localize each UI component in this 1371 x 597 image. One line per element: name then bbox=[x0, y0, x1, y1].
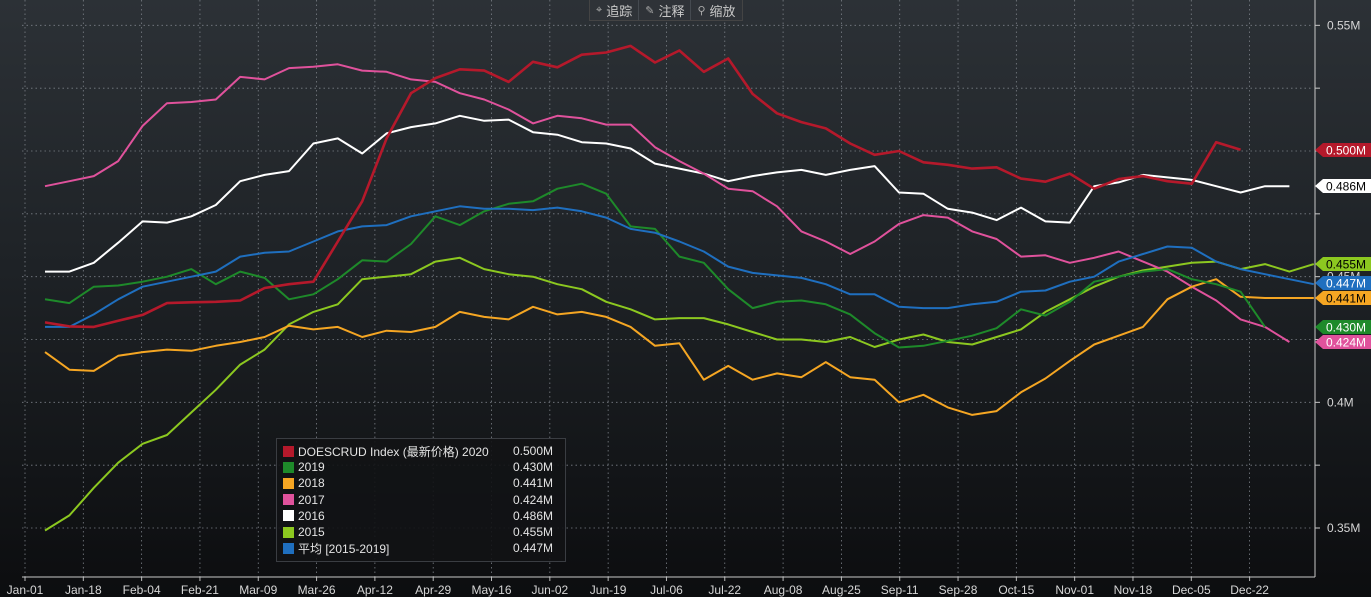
series-line bbox=[44, 44, 1241, 329]
x-tick-label: Jul-22 bbox=[708, 583, 741, 597]
last-value-badges: 0.500M 0.430M 0.441M 0.424M 0.486M 0.455M 0.44… bbox=[1315, 143, 1371, 350]
series-line bbox=[45, 205, 1315, 328]
x-tick-label: Jul-06 bbox=[650, 583, 683, 597]
last-value-badge bbox=[1315, 291, 1371, 305]
zoom-button[interactable]: ⚲ 缩放 bbox=[691, 0, 741, 20]
series-line bbox=[44, 63, 1290, 343]
last-value-badge bbox=[1315, 257, 1371, 271]
legend-entry: 平均 [2015-2019] 0.447M bbox=[283, 540, 559, 556]
legend-label: DOESCRUD Index (最新价格) 2020 bbox=[298, 444, 489, 459]
x-tick-label: May-16 bbox=[472, 583, 512, 597]
legend-value: 0.500M bbox=[513, 444, 554, 459]
annotate-button[interactable]: ✎ 注释 bbox=[639, 0, 692, 20]
chart-legend: DOESCRUD Index (最新价格) 2020 0.500M 2019 0.43… bbox=[276, 438, 566, 562]
annotate-label: 注释 bbox=[658, 3, 685, 19]
zoom-label: 缩放 bbox=[709, 3, 736, 19]
x-tick-label: Sep-11 bbox=[881, 583, 919, 597]
legend-entry: 2018 0.441M bbox=[283, 475, 559, 491]
legend-label: 2015 bbox=[298, 525, 325, 540]
last-value-badge bbox=[1315, 143, 1371, 157]
legend-value: 0.441M bbox=[513, 476, 554, 491]
legend-label: 2017 bbox=[298, 492, 325, 507]
last-value-badge bbox=[1315, 276, 1371, 290]
series-line bbox=[44, 278, 1314, 416]
last-value-label: 0.486M bbox=[1326, 180, 1366, 194]
last-value-badge bbox=[1315, 320, 1371, 334]
series-line bbox=[44, 182, 1266, 349]
y-tick-label: 0.55M bbox=[1327, 18, 1360, 32]
legend-entry: DOESCRUD Index (最新价格) 2020 0.500M bbox=[283, 443, 559, 459]
y-tick-label: 0.4M bbox=[1327, 395, 1354, 409]
track-label: 追踪 bbox=[606, 3, 633, 19]
series-line bbox=[44, 256, 1315, 532]
last-value-label: 0.424M bbox=[1326, 336, 1366, 350]
legend-label: 2019 bbox=[298, 460, 325, 475]
x-tick-label: Mar-09 bbox=[239, 583, 277, 597]
legend-entry: 2015 0.455M bbox=[283, 524, 559, 540]
last-value-badge bbox=[1315, 179, 1371, 193]
legend-swatch bbox=[283, 477, 294, 489]
legend-swatch bbox=[283, 510, 294, 522]
x-tick-label: Jun-19 bbox=[590, 583, 627, 597]
legend-value: 0.455M bbox=[513, 525, 554, 540]
x-tick-label: Apr-12 bbox=[357, 583, 393, 597]
x-tick-label: Jan-18 bbox=[65, 583, 102, 597]
last-value-label: 0.500M bbox=[1326, 144, 1366, 158]
legend-label: 2016 bbox=[298, 508, 325, 523]
legend-label: 平均 [2015-2019] bbox=[298, 541, 390, 556]
x-tick-label: Jun-02 bbox=[531, 583, 568, 597]
crosshair-icon: ⌖ bbox=[596, 3, 603, 16]
x-tick-label: Nov-01 bbox=[1055, 583, 1094, 597]
x-axis: Jan-01 Jan-18 Feb-04 Feb-21 Mar-09 Mar-26 Apr-… bbox=[7, 576, 1315, 597]
series-lines bbox=[44, 44, 1315, 532]
legend-swatch bbox=[283, 542, 294, 554]
chart-toolbar: ⌖ 追踪 ✎ 注释 ⚲ 缩放 bbox=[589, 0, 743, 21]
x-tick-label: Apr-29 bbox=[415, 583, 451, 597]
legend-swatch bbox=[283, 526, 294, 538]
legend-swatch bbox=[283, 461, 294, 473]
y-tick-label: 0.35M bbox=[1327, 521, 1360, 535]
legend-value: 0.447M bbox=[513, 541, 554, 556]
x-tick-label: Dec-05 bbox=[1172, 583, 1211, 597]
x-tick-label: Mar-26 bbox=[298, 583, 336, 597]
x-tick-label: Nov-18 bbox=[1114, 583, 1153, 597]
last-value-label: 0.441M bbox=[1326, 292, 1366, 306]
last-value-label: 0.430M bbox=[1326, 321, 1366, 335]
last-value-label: 0.447M bbox=[1326, 277, 1366, 291]
x-tick-label: Sep-28 bbox=[939, 583, 978, 597]
track-button[interactable]: ⌖ 追踪 bbox=[590, 0, 640, 20]
series-line bbox=[45, 114, 1290, 273]
x-tick-label: Oct-15 bbox=[998, 583, 1034, 597]
legend-swatch bbox=[283, 445, 294, 457]
legend-label: 2018 bbox=[298, 476, 325, 491]
x-tick-label: Jan-01 bbox=[7, 583, 44, 597]
last-value-badge bbox=[1315, 335, 1371, 349]
grid-lines bbox=[22, 0, 1312, 577]
x-tick-label: Feb-04 bbox=[123, 583, 161, 597]
legend-value: 0.424M bbox=[513, 492, 554, 507]
legend-entry: 2016 0.486M bbox=[283, 508, 559, 524]
legend-entry: 2019 0.430M bbox=[283, 459, 559, 475]
x-tick-label: Aug-08 bbox=[764, 583, 803, 597]
legend-entry: 2017 0.424M bbox=[283, 492, 559, 508]
legend-value: 0.486M bbox=[513, 508, 554, 523]
x-tick-label: Feb-21 bbox=[181, 583, 219, 597]
last-value-label: 0.455M bbox=[1326, 258, 1366, 272]
legend-swatch bbox=[283, 494, 294, 506]
zoom-icon: ⚲ bbox=[697, 4, 706, 17]
x-tick-label: Dec-22 bbox=[1230, 583, 1269, 597]
legend-value: 0.430M bbox=[513, 460, 554, 475]
pencil-icon: ✎ bbox=[645, 4, 655, 17]
x-tick-label: Aug-25 bbox=[822, 583, 861, 597]
